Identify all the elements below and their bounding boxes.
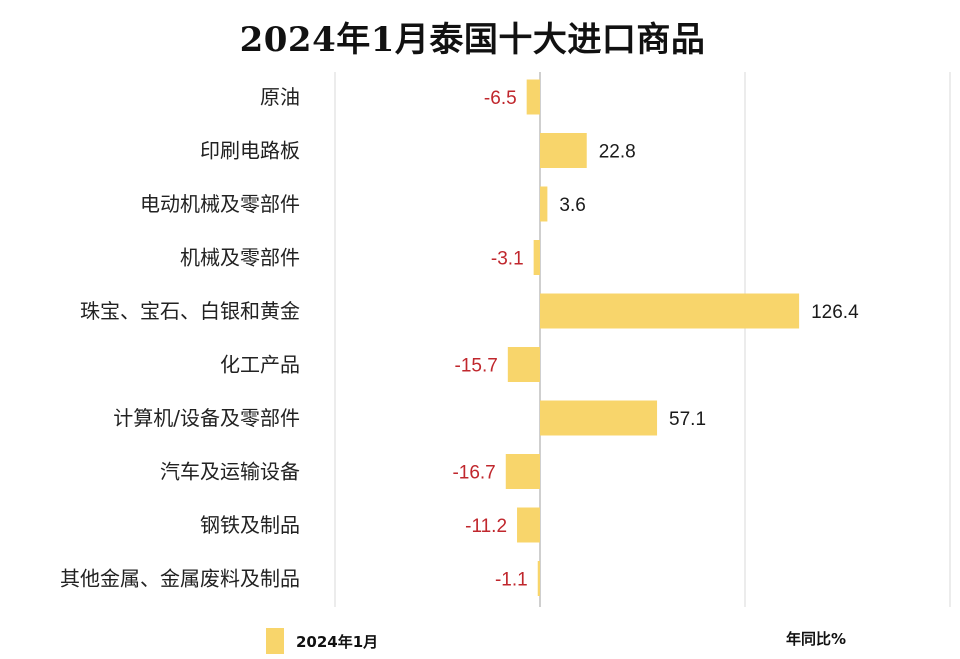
category-label: 计算机/设备及零部件: [113, 406, 300, 430]
data-label: 126.4: [811, 302, 859, 323]
category-label: 珠宝、宝石、白银和黄金: [80, 299, 300, 323]
legend: 2024年1月: [266, 628, 378, 654]
bar: [540, 186, 548, 222]
category-label: 原油: [260, 85, 300, 109]
bar: [507, 347, 540, 382]
bar: [526, 79, 540, 115]
legend-swatch: [266, 628, 284, 654]
data-label: 3.6: [559, 195, 585, 216]
category-label: 机械及零部件: [180, 246, 300, 270]
bar: [537, 561, 540, 596]
category-label: 其他金属、金属废料及制品: [60, 567, 300, 591]
chart-title: 2024年1月泰国十大进口商品: [239, 20, 706, 60]
category-label: 汽车及运输设备: [160, 460, 300, 484]
data-label: -15.7: [455, 356, 498, 377]
data-label: -3.1: [491, 249, 524, 270]
bar: [517, 507, 540, 543]
category-label: 电动机械及零部件: [140, 192, 300, 216]
bar: [533, 240, 540, 275]
category-label: 钢铁及制品: [200, 513, 300, 537]
unit-label: 年同比%: [786, 630, 847, 648]
bar: [540, 400, 658, 436]
data-label: 22.8: [599, 142, 636, 163]
bar: [540, 133, 587, 168]
data-label: -11.2: [465, 516, 507, 537]
data-label: -6.5: [484, 88, 517, 109]
bar: [505, 454, 540, 489]
legend-label: 2024年1月: [296, 632, 379, 651]
category-label: 化工产品: [220, 353, 300, 377]
data-label: -1.1: [495, 570, 528, 591]
category-label: 印刷电路板: [200, 139, 300, 163]
data-label: 57.1: [669, 409, 706, 430]
data-label: -16.7: [452, 463, 495, 484]
bar: [540, 293, 800, 329]
